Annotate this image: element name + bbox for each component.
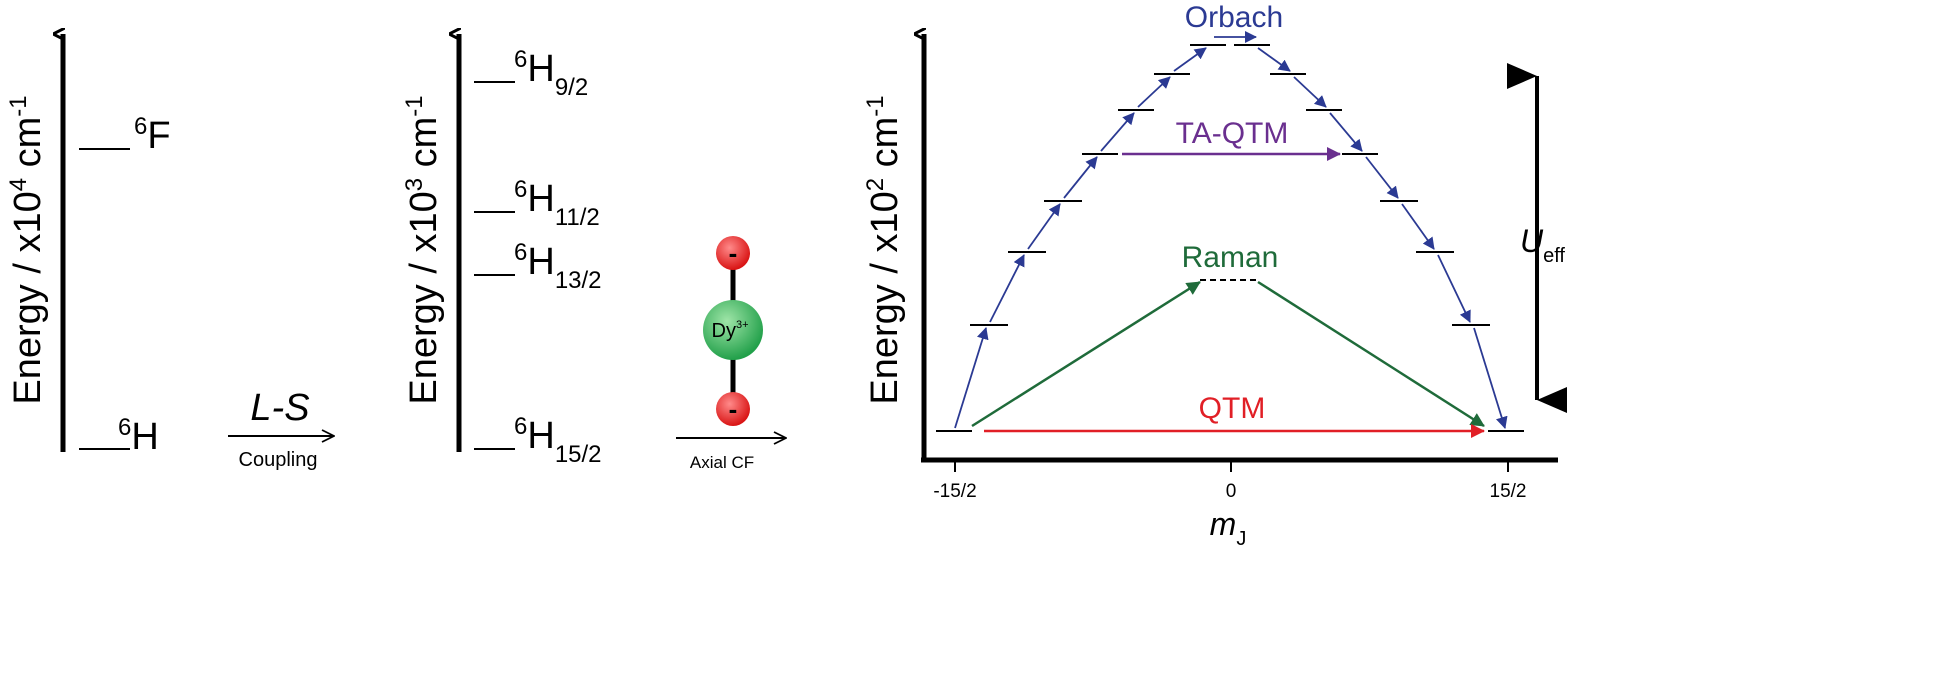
orbach-step-arrow [1100, 112, 1135, 152]
orbach-step-arrow [989, 254, 1025, 323]
top-charge-sphere [716, 236, 750, 270]
ta-qtm-label: TA-QTM [1176, 117, 1289, 150]
tick-label-center: 0 [1226, 481, 1237, 502]
panel3-axis-title: Energy / x102 cm-1 [862, 95, 906, 404]
dy-ion-sphere [703, 300, 763, 360]
orbach-label: Orbach [1185, 1, 1283, 34]
orbach-step-arrow [954, 327, 989, 429]
mj-sublevels [936, 44, 1524, 432]
level-6H9-label: 6H9/2 [514, 46, 588, 101]
orbach-step-arrow [1329, 112, 1363, 152]
panel3: Energy / x102 cm-1 -15/2 0 15/2 mJ [862, 1, 1567, 550]
level-6F-label: 6F [134, 113, 171, 157]
dy-ion-label: Dy3+ [712, 319, 749, 342]
axial-cf-label: Axial CF [690, 453, 754, 472]
top-charge-label: - [729, 238, 738, 268]
ls-coupling-transition: L-S Coupling [228, 387, 334, 471]
orbach-step-arrow [1293, 76, 1327, 108]
bottom-charge-label: - [729, 394, 738, 424]
ls-coupling-sublabel: Coupling [239, 449, 318, 471]
tick-label-right: 15/2 [1490, 481, 1527, 502]
raman-label: Raman [1182, 241, 1279, 274]
orbach-step-arrow [1173, 47, 1207, 72]
level-6H13-label: 6H13/2 [514, 239, 602, 294]
orbach-step-arrow [1401, 203, 1435, 250]
level-6H-label: 6H [118, 414, 159, 458]
axial-cf-transition: Axial CF [676, 438, 786, 472]
orbach-step-arrow [1437, 254, 1471, 323]
orbach-path [954, 31, 1508, 429]
raman-down-arrow [1257, 280, 1485, 428]
qtm-label: QTM [1199, 392, 1266, 425]
dy-ion-illustration: - Dy3+ - [703, 236, 763, 426]
level-6H15-label: 6H15/2 [514, 413, 602, 468]
orbach-step-arrow [1063, 156, 1098, 199]
ls-coupling-label: L-S [250, 387, 309, 429]
panel2-axis-title: Energy / x103 cm-1 [401, 95, 445, 404]
bottom-charge-sphere [716, 392, 750, 426]
tick-label-left: -15/2 [933, 481, 976, 502]
orbach-step-arrow [1027, 203, 1061, 250]
orbach-step-arrow [1473, 327, 1508, 429]
panel2: Energy / x103 cm-1 6H9/2 6H11/2 6H13/2 6… [401, 34, 602, 468]
orbach-step-arrow [1365, 156, 1399, 199]
ueff-label: Ueff [1520, 223, 1565, 267]
level-6H11-label: 6H11/2 [514, 176, 600, 231]
orbach-step-arrow [1257, 47, 1291, 72]
orbach-step-arrow [1137, 76, 1171, 108]
raman-up-arrow [971, 280, 1201, 428]
panel1-axis-title: Energy / x104 cm-1 [5, 95, 49, 404]
panel1: Energy / x104 cm-1 6F 6H [5, 34, 171, 458]
mj-axis-label: mJ [1210, 506, 1247, 550]
